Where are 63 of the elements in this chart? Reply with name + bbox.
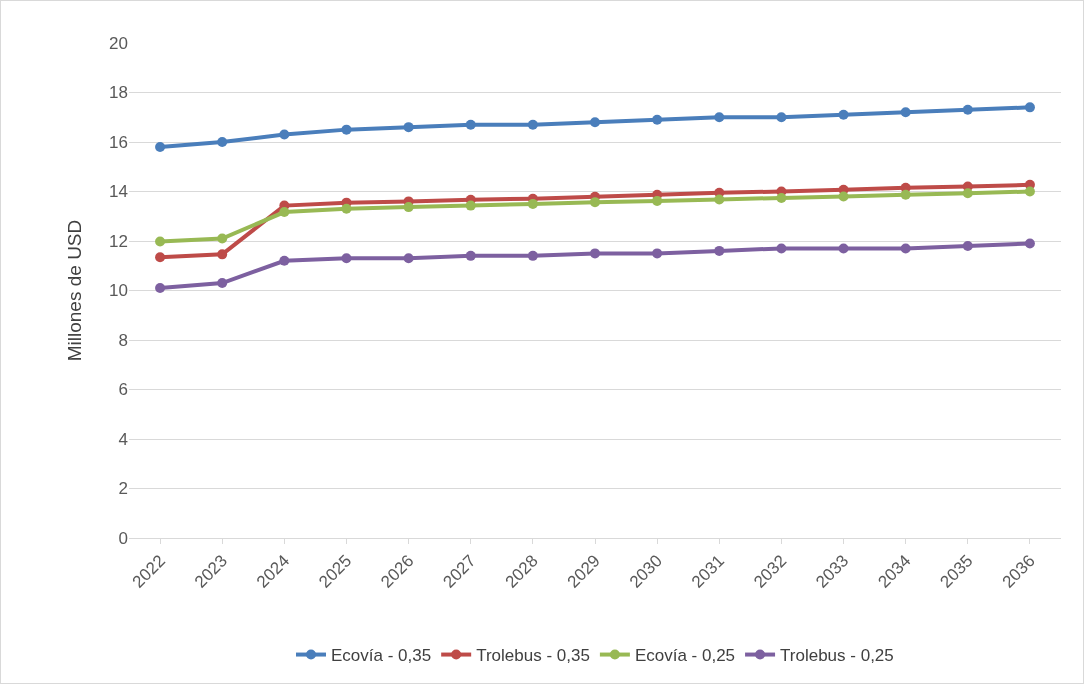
point (279, 129, 290, 140)
point (403, 122, 414, 133)
legend-label: Trolebus - 0,35 (476, 646, 590, 666)
point (155, 252, 166, 263)
point (217, 137, 228, 147)
y-tick-label: 18 (109, 83, 128, 103)
point (217, 278, 228, 289)
point (155, 283, 166, 294)
point (1024, 102, 1035, 113)
point (776, 192, 787, 203)
legend-label: Trolebus - 0,25 (780, 646, 894, 666)
point (838, 191, 849, 202)
point (652, 248, 663, 259)
point (652, 195, 663, 206)
point (527, 198, 538, 209)
point (962, 188, 973, 199)
y-tick-label: 14 (109, 182, 128, 202)
point (900, 189, 911, 200)
point (155, 141, 166, 152)
y-tick-label: 10 (109, 281, 128, 301)
point (900, 107, 911, 118)
y-tick-label: 4 (118, 429, 128, 449)
point (465, 200, 476, 211)
point (341, 124, 352, 135)
point (962, 104, 973, 115)
point (652, 114, 663, 125)
y-tick-label: 0 (118, 528, 128, 548)
point (465, 250, 476, 261)
y-tick-label: 16 (109, 132, 128, 152)
point (776, 112, 787, 123)
y-tick-label: 6 (118, 380, 128, 400)
y-axis-title: Millones de USD (64, 219, 85, 362)
point (403, 202, 414, 213)
point (714, 112, 725, 123)
point (155, 236, 166, 247)
point (217, 249, 228, 260)
point (838, 109, 849, 120)
point (776, 243, 787, 254)
point (217, 233, 228, 244)
point (838, 243, 849, 254)
point (714, 245, 725, 256)
legend-label: Ecovía - 0,25 (634, 646, 736, 666)
point (279, 255, 290, 266)
legend-label: Ecovía - 0,35 (331, 646, 432, 666)
y-tick-label: 12 (109, 231, 128, 251)
point (527, 250, 538, 261)
point (590, 117, 600, 128)
point (962, 240, 973, 251)
point (341, 203, 352, 214)
point (590, 197, 600, 208)
y-tick-label: 8 (118, 330, 128, 350)
point (527, 119, 538, 130)
y-tick-label: 20 (109, 33, 128, 53)
point (900, 243, 911, 254)
point (279, 207, 290, 218)
point (403, 253, 414, 264)
point (1024, 186, 1035, 197)
point (341, 253, 352, 264)
point (590, 248, 600, 259)
point (714, 194, 725, 205)
point (1024, 238, 1035, 249)
point (465, 119, 476, 130)
y-tick-label: 2 (118, 479, 128, 499)
